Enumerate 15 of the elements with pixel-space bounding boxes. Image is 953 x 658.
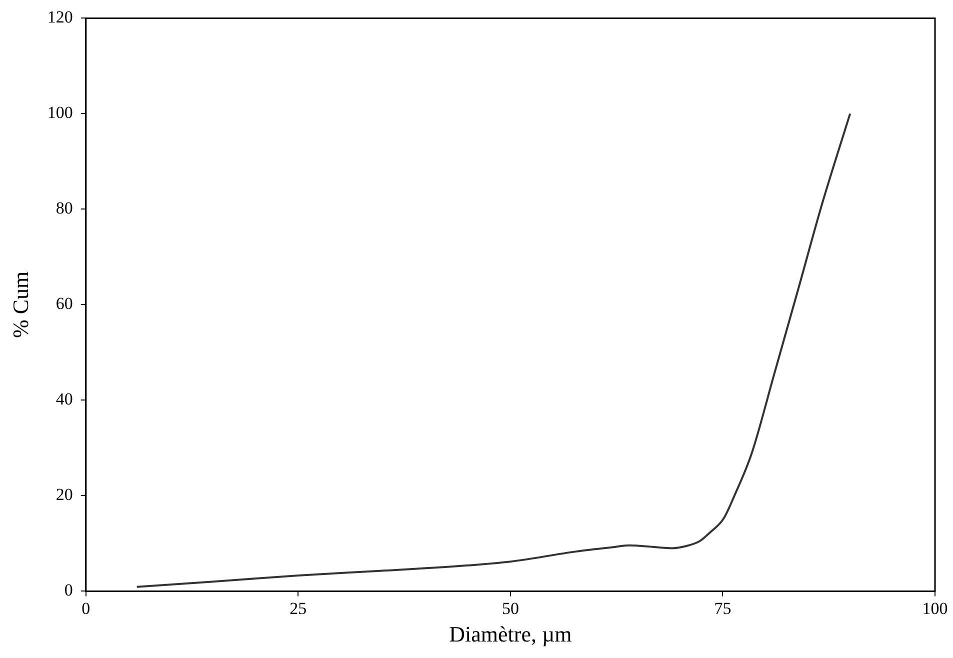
y-tick-label: 120 — [47, 8, 73, 27]
x-axis-title: Diamètre, µm — [449, 622, 572, 647]
y-tick-label: 100 — [47, 103, 73, 122]
x-tick-label: 100 — [922, 598, 948, 618]
y-axis-title: % Cum — [8, 271, 33, 338]
x-tick-label: 0 — [82, 598, 90, 618]
y-tick-label: 0 — [64, 580, 73, 600]
y-tick-label: 20 — [56, 485, 73, 504]
x-tick-label: 50 — [502, 598, 519, 618]
x-tick-label: 25 — [290, 598, 307, 618]
x-tick-label: 75 — [714, 598, 732, 618]
line-series — [136, 112, 852, 588]
y-tick-label: 40 — [56, 390, 73, 409]
y-tick-label: 80 — [56, 198, 73, 218]
y-tick-label: 60 — [56, 294, 73, 314]
